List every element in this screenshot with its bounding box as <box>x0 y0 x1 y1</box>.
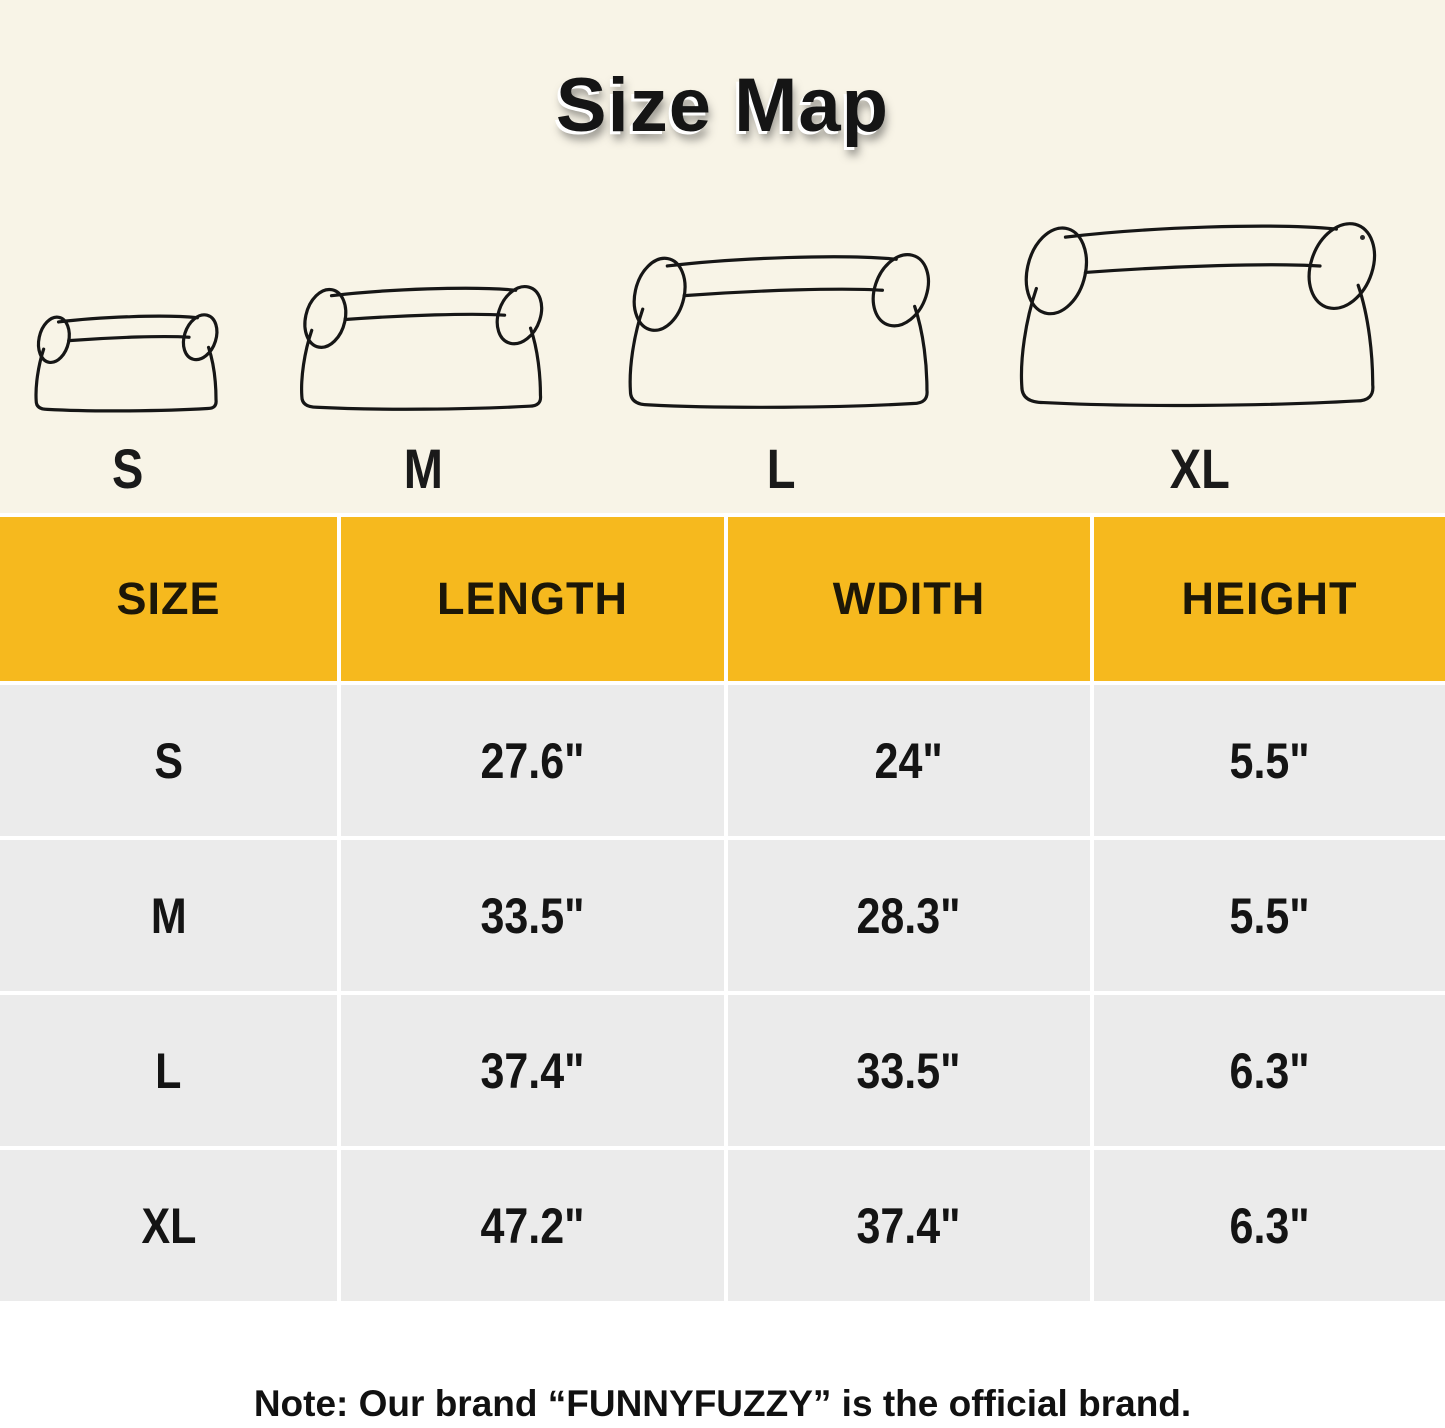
cell-s-width: 24" <box>728 685 1090 836</box>
cell-s-length: 27.6" <box>341 685 724 836</box>
cell-value: 6.3" <box>1229 1042 1310 1099</box>
cell-value: 37.4" <box>856 1197 962 1254</box>
cell-m-size: M <box>0 840 337 991</box>
cell-value: L <box>155 1042 182 1099</box>
column-header-size: SIZE <box>0 517 337 681</box>
cell-xl-length: 47.2" <box>341 1150 724 1301</box>
brand-note: Note: Our brand “FUNNYFUZZY” is the offi… <box>253 1383 1192 1424</box>
column-header-length: LENGTH <box>341 517 724 681</box>
sofa-size-label: S <box>111 437 144 500</box>
cell-m-length: 33.5" <box>341 840 724 991</box>
cell-value: S <box>154 732 183 789</box>
sofa-size-m: M <box>287 274 559 497</box>
cell-value: 6.3" <box>1229 1197 1310 1254</box>
sofa-size-xl: XL <box>1000 205 1400 497</box>
cell-value: 5.5" <box>1229 732 1310 789</box>
sofa-size-label: XL <box>1169 437 1231 500</box>
cell-l-length: 37.4" <box>341 995 724 1146</box>
cell-value: 24" <box>874 732 944 789</box>
sofa-size-label: M <box>403 437 443 500</box>
sofa-m-icon <box>287 274 559 417</box>
cell-xl-width: 37.4" <box>728 1150 1090 1301</box>
column-header-width: WDITH <box>728 517 1090 681</box>
cell-value: 5.5" <box>1229 887 1310 944</box>
size-table: SIZE LENGTH WDITH HEIGHT S 27.6" 24" 5.5… <box>0 517 1445 1301</box>
page-title: Size Map <box>555 63 890 148</box>
sofa-size-label: L <box>766 437 796 500</box>
cell-value: XL <box>141 1197 196 1254</box>
cell-m-width: 28.3" <box>728 840 1090 991</box>
cell-m-height: 5.5" <box>1094 840 1445 991</box>
cell-value: 33.5" <box>856 1042 962 1099</box>
cell-value: 28.3" <box>856 887 962 944</box>
footer-section: Note: Our brand “FUNNYFUZZY” is the offi… <box>0 1301 1445 1428</box>
cell-s-height: 5.5" <box>1094 685 1445 836</box>
sofa-xl-icon <box>1000 205 1400 417</box>
hero-table-divider <box>0 513 1445 517</box>
cell-value: 47.2" <box>480 1197 585 1254</box>
cell-l-width: 33.5" <box>728 995 1090 1146</box>
cell-l-height: 6.3" <box>1094 995 1445 1146</box>
cell-xl-size: XL <box>0 1150 337 1301</box>
sofa-s-icon <box>25 305 230 417</box>
cell-value: 27.6" <box>480 732 585 789</box>
hero-section: Size Map S M <box>0 0 1445 513</box>
cell-xl-height: 6.3" <box>1094 1150 1445 1301</box>
column-header-height: HEIGHT <box>1094 517 1445 681</box>
cell-value: M <box>150 887 187 944</box>
cell-l-size: L <box>0 995 337 1146</box>
cell-value: 33.5" <box>480 887 585 944</box>
cell-s-size: S <box>0 685 337 836</box>
sofa-size-s: S <box>25 305 230 497</box>
sofa-size-l: L <box>612 239 950 497</box>
sofa-l-icon <box>612 239 950 417</box>
cell-value: 37.4" <box>480 1042 585 1099</box>
stray-dot <box>1360 235 1365 240</box>
